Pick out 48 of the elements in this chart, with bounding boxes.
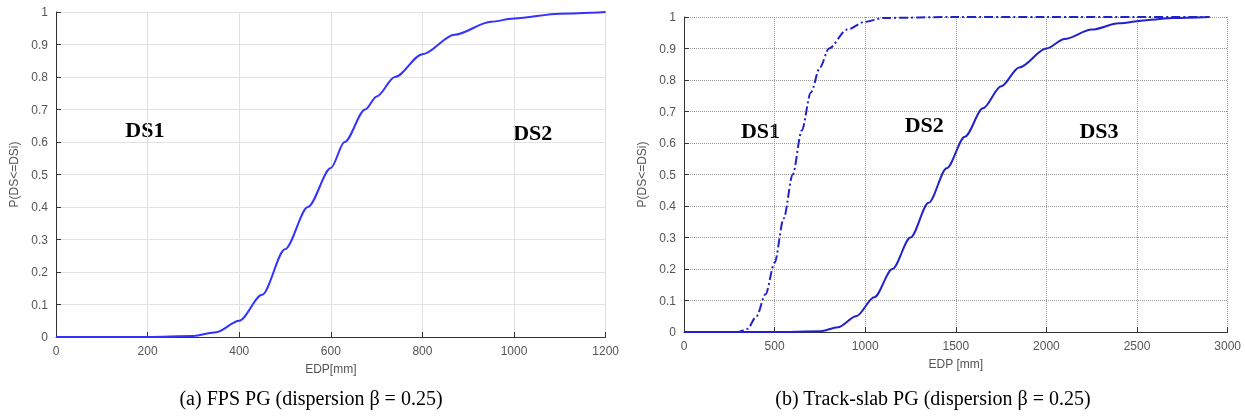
y-tick-label: 0.2 <box>31 265 49 279</box>
y-tick-label: 0.8 <box>659 73 677 87</box>
x-axis-title: EDP[mm] <box>305 362 357 376</box>
x-tick-label: 1200 <box>592 344 620 358</box>
x-tick-label: 2500 <box>1123 339 1151 353</box>
x-tick-label: 1000 <box>500 344 528 358</box>
annotation: DS2 <box>513 119 553 145</box>
y-tick-label: 0.7 <box>659 104 677 119</box>
y-axis-title: P(DS<=DSi) <box>635 141 649 208</box>
y-tick-label: 1 <box>41 5 49 19</box>
annotation: DS1 <box>740 117 780 143</box>
y-tick-label: 0.5 <box>31 167 49 182</box>
text: (a) FPS PG (dispersion β = 0.25) <box>179 387 443 410</box>
x-tick-label: 500 <box>764 339 785 353</box>
y-tick-label: 0.4 <box>31 200 49 214</box>
annotation: DS3 <box>1079 117 1119 143</box>
y-tick-label: 0 <box>41 330 49 344</box>
y-tick-label: 0.6 <box>659 136 677 150</box>
y-tick-label: 0.3 <box>659 230 677 245</box>
x-tick-label: 1500 <box>942 339 970 353</box>
y-tick-label: 0.1 <box>659 293 677 308</box>
y-tick-label: 0.9 <box>659 41 677 56</box>
y-tick-label: 0.7 <box>31 102 49 117</box>
x-tick-label: 800 <box>412 344 433 358</box>
annotation: DS2 <box>904 111 944 137</box>
x-tick-label: 600 <box>320 344 342 358</box>
y-axis-title: P(DS<=DSi) <box>7 141 21 208</box>
y-tick-label: 0.6 <box>31 135 49 149</box>
y-tick-label: 0.8 <box>31 70 49 84</box>
y-tick-label: 1 <box>669 10 677 24</box>
x-axis-title: EDP [mm] <box>928 357 984 371</box>
y-tick-label: 0.4 <box>659 199 677 213</box>
x-tick-label: 2000 <box>1033 339 1061 353</box>
line-series <box>55 11 607 338</box>
annotation: DS1 <box>125 116 165 142</box>
y-tick-label: 0 <box>669 325 677 339</box>
x-tick-label: 3000 <box>1214 339 1242 353</box>
y-tick-label: 0.3 <box>31 232 49 247</box>
y-tick-label: 0.9 <box>31 37 49 52</box>
x-tick-label: 0 <box>52 344 60 358</box>
y-tick-label: 0.2 <box>659 262 677 276</box>
y-tick-label: 0.5 <box>659 167 677 182</box>
text: (b) Track-slab PG (dispersion β = 0.25) <box>775 387 1091 410</box>
x-tick-label: 0 <box>680 339 688 353</box>
x-tick-label: 200 <box>137 344 158 358</box>
y-tick-label: 0.1 <box>31 297 49 312</box>
x-tick-label: 1000 <box>851 339 879 353</box>
x-tick-label: 400 <box>229 344 250 358</box>
